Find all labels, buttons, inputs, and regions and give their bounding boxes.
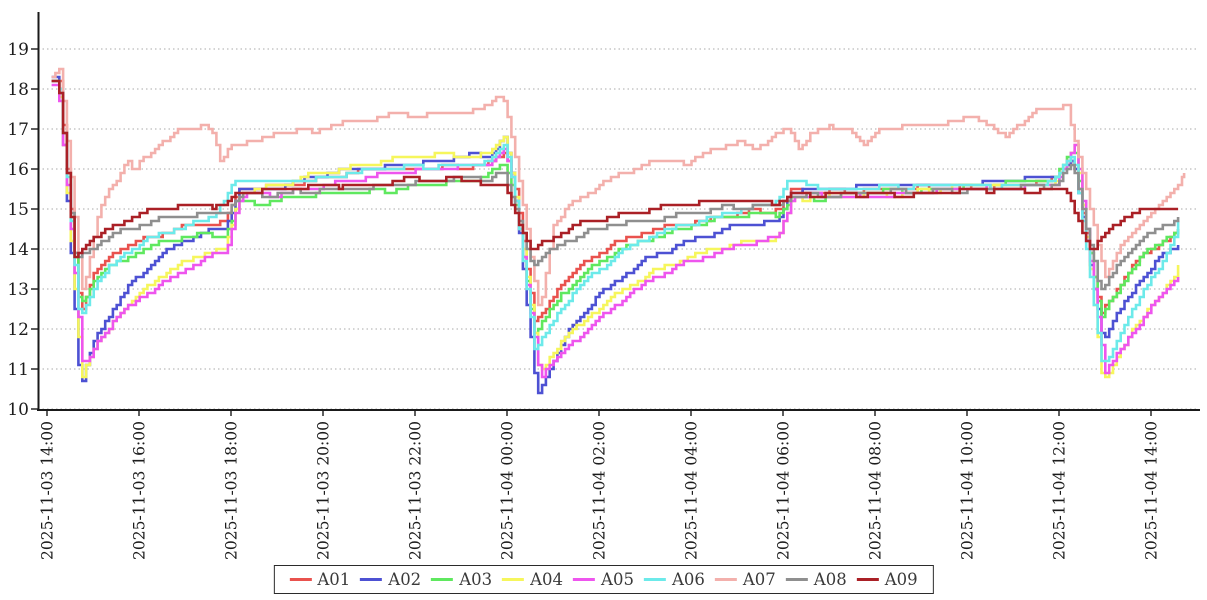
y-tick-label: 18	[7, 80, 29, 100]
legend-swatch-A06	[643, 577, 666, 582]
chart-legend: A01 A02 A03 A04 A05 A06 A07 A08 A09	[273, 565, 934, 594]
legend-label-A05: A05	[601, 570, 634, 589]
legend-label-A06: A06	[671, 570, 705, 589]
legend-swatch-A07	[714, 577, 737, 582]
x-tick-label: 2025-11-03 14:00	[39, 421, 57, 560]
x-tick-label: 2025-11-03 16:00	[131, 421, 149, 560]
series-line-A03	[51, 79, 1180, 335]
x-tick-label: 2025-11-04 12:00	[1051, 421, 1069, 560]
legend-label-A09: A09	[884, 570, 918, 589]
legend-label-A02: A02	[388, 570, 422, 589]
y-tick-label: 11	[7, 360, 29, 380]
legend-label-A03: A03	[459, 570, 493, 589]
legend-label-A08: A08	[813, 570, 847, 589]
x-tick-label: 2025-11-04 02:00	[591, 421, 609, 560]
legend-swatch-A04	[502, 577, 525, 582]
legend-item-A06: A06	[643, 570, 705, 589]
legend-item-A04: A04	[502, 570, 563, 589]
series-line-A05	[51, 83, 1180, 379]
legend-swatch-A09	[856, 577, 879, 582]
legend-swatch-A03	[431, 577, 454, 582]
x-tick-label: 2025-11-04 06:00	[775, 421, 793, 560]
x-tick-label: 2025-11-03 20:00	[315, 421, 333, 560]
x-tick-label: 2025-11-03 22:00	[407, 421, 425, 560]
x-axis: 2025-11-03 14:00 2025-11-03 16:00 2025-11-…	[39, 410, 1161, 560]
y-tick-label: 13	[7, 280, 29, 300]
legend-swatch-A05	[573, 577, 596, 582]
y-tick-label: 17	[7, 120, 29, 140]
legend-item-A08: A08	[785, 570, 847, 589]
legend-item-A05: A05	[573, 570, 634, 589]
series-line-A02	[51, 75, 1180, 395]
legend-label-A07: A07	[742, 570, 776, 589]
series-line-A08	[51, 79, 1180, 291]
x-tick-label: 2025-11-03 18:00	[223, 421, 241, 560]
legend-item-A01: A01	[289, 570, 350, 589]
x-tick-label: 2025-11-04 14:00	[1143, 421, 1161, 560]
series-line-A07	[51, 67, 1186, 307]
y-tick-label: 14	[7, 240, 29, 260]
y-tick-label: 12	[7, 320, 29, 340]
x-tick-label: 2025-11-04 04:00	[683, 421, 701, 560]
legend-label-A04: A04	[530, 570, 564, 589]
legend-item-A02: A02	[360, 570, 421, 589]
y-axis: 10 11 12 13 14 15 16 17 18 19	[7, 40, 38, 420]
series-lines	[51, 67, 1186, 395]
y-tick-label: 16	[7, 160, 29, 180]
legend-swatch-A02	[360, 577, 383, 582]
x-tick-label: 2025-11-04 00:00	[499, 421, 517, 560]
series-line-A09	[51, 79, 1179, 259]
x-tick-label: 2025-11-04 08:00	[867, 421, 885, 560]
y-tick-label: 15	[7, 200, 29, 220]
legend-item-A07: A07	[714, 570, 776, 589]
legend-item-A03: A03	[431, 570, 492, 589]
y-tick-label: 19	[7, 40, 29, 60]
y-tick-label: 10	[7, 400, 29, 420]
legend-swatch-A01	[289, 577, 312, 582]
x-tick-label: 2025-11-04 10:00	[959, 421, 977, 560]
legend-item-A09: A09	[856, 570, 918, 589]
legend-swatch-A08	[785, 577, 808, 582]
legend-label-A01: A01	[317, 570, 351, 589]
